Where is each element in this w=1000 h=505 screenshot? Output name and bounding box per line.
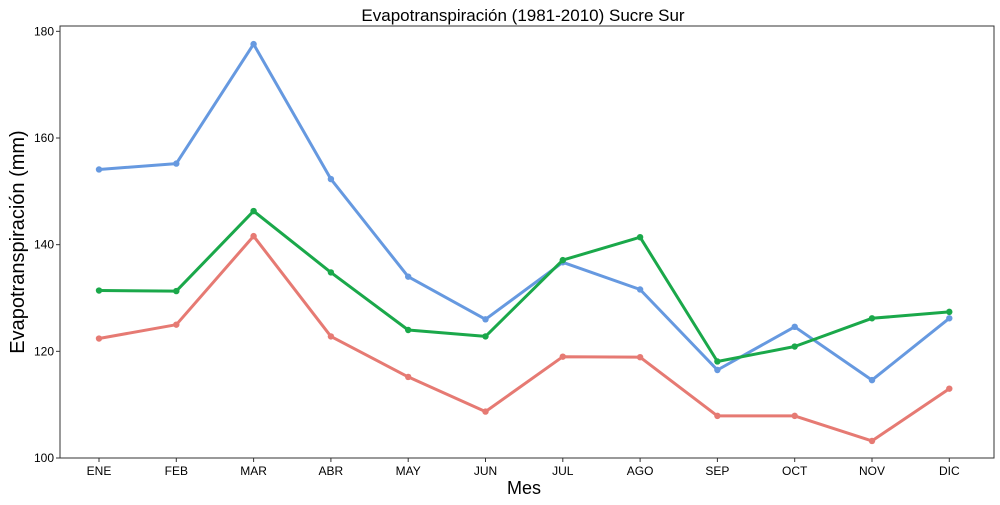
x-tick-label: FEB bbox=[165, 464, 188, 478]
data-point bbox=[327, 333, 335, 340]
data-point bbox=[946, 385, 953, 392]
data-point bbox=[327, 175, 335, 183]
data-point bbox=[95, 287, 103, 294]
data-point bbox=[482, 408, 489, 415]
data-point bbox=[868, 437, 876, 445]
series-line bbox=[97, 234, 951, 443]
data-point bbox=[868, 376, 876, 384]
data-point bbox=[173, 287, 180, 295]
data-point bbox=[636, 354, 644, 361]
data-point bbox=[946, 308, 953, 316]
series-line bbox=[97, 209, 951, 363]
data-point bbox=[173, 160, 180, 167]
x-tick-label: DIC bbox=[939, 464, 960, 478]
series-line bbox=[97, 42, 951, 382]
chart-title: Evapotranspiración (1981-2010) Sucre Sur bbox=[361, 6, 685, 25]
y-axis: 100 120 140 160 180 bbox=[34, 24, 60, 465]
y-tick-label: 180 bbox=[34, 24, 54, 38]
x-tick-label: AGO bbox=[627, 464, 654, 478]
x-tick-label: OCT bbox=[782, 464, 808, 478]
x-tick-label: JUL bbox=[552, 464, 574, 478]
data-point bbox=[250, 40, 257, 48]
data-point bbox=[405, 326, 412, 334]
data-point bbox=[405, 273, 412, 280]
data-point bbox=[714, 366, 721, 374]
data-point bbox=[405, 373, 412, 381]
y-axis-label: Evapotranspiración (mm) bbox=[7, 130, 29, 353]
x-tick-label: MAY bbox=[396, 464, 421, 478]
data-point bbox=[868, 315, 876, 322]
data-point bbox=[946, 315, 953, 322]
data-point bbox=[559, 256, 566, 264]
x-tick-label: MAR bbox=[240, 464, 267, 478]
data-point bbox=[714, 358, 721, 365]
series-layer bbox=[95, 40, 953, 445]
plot-panel-border bbox=[59, 25, 995, 459]
data-point bbox=[791, 343, 798, 350]
data-point bbox=[636, 286, 644, 293]
x-tick-label: SEP bbox=[705, 464, 729, 478]
data-point bbox=[95, 335, 103, 342]
data-point bbox=[482, 316, 489, 323]
series-3 bbox=[95, 232, 953, 445]
x-tick-label: ABR bbox=[319, 464, 344, 478]
data-point bbox=[250, 232, 257, 240]
data-point bbox=[250, 207, 257, 215]
x-axis-label: Mes bbox=[507, 478, 541, 498]
data-point bbox=[636, 234, 644, 241]
data-point bbox=[173, 321, 180, 328]
x-tick-label: JUN bbox=[474, 464, 497, 478]
x-tick-label: NOV bbox=[859, 464, 885, 478]
data-point bbox=[482, 333, 489, 340]
data-point bbox=[559, 353, 566, 360]
y-tick-label: 140 bbox=[34, 238, 54, 252]
data-point bbox=[714, 412, 721, 420]
data-point bbox=[791, 323, 798, 330]
series-1 bbox=[95, 40, 953, 384]
x-axis: ENE FEB MAR ABR MAY JUN JUL AGO SEP OCT NOV DIC bbox=[87, 458, 960, 478]
y-tick-label: 160 bbox=[34, 131, 54, 145]
data-point bbox=[95, 166, 103, 173]
y-tick-label: 120 bbox=[34, 344, 54, 358]
data-point bbox=[791, 412, 798, 420]
series-2 bbox=[95, 207, 953, 365]
x-tick-label: ENE bbox=[87, 464, 112, 478]
data-point bbox=[327, 269, 335, 276]
y-tick-label: 100 bbox=[34, 451, 54, 465]
